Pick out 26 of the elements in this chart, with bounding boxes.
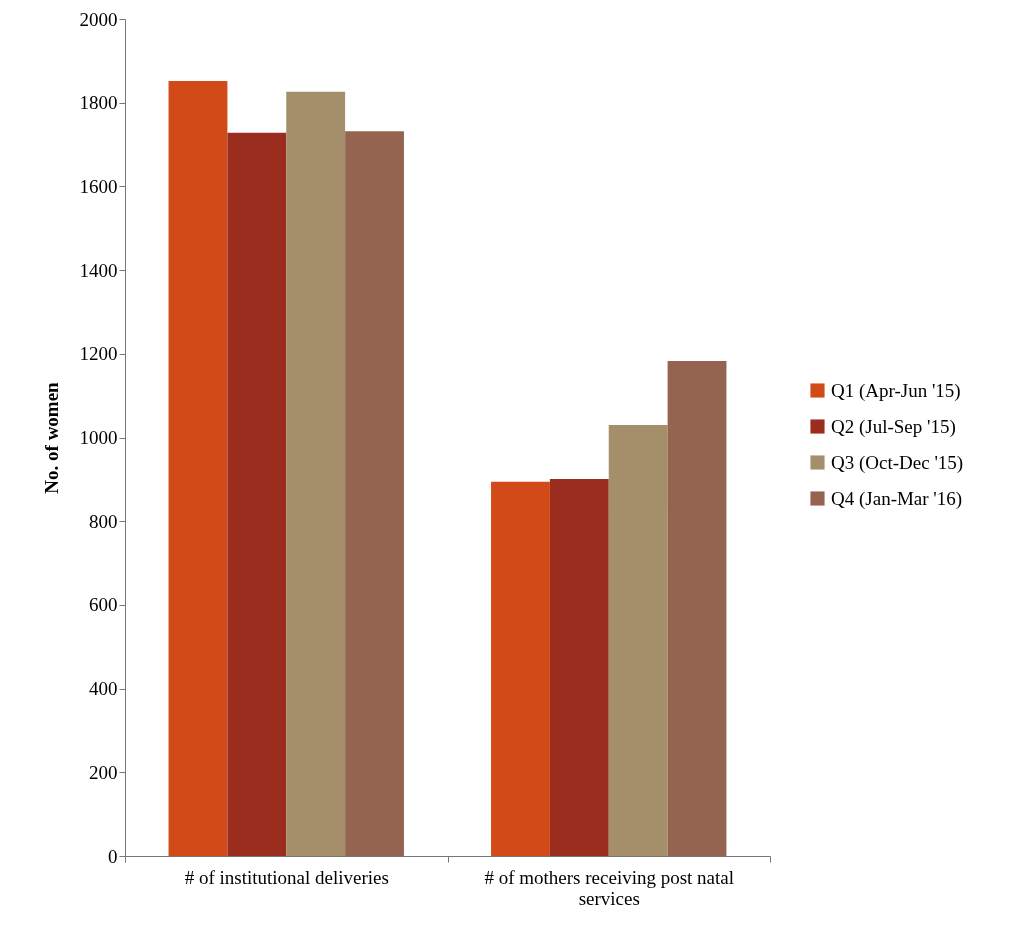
y-tick-label: 1600 (79, 175, 118, 197)
y-tick-label: 200 (89, 761, 118, 783)
y-tick-label: 1400 (79, 259, 118, 281)
bar (168, 80, 228, 856)
y-tick-label: 800 (89, 510, 118, 532)
y-axis-title: No. of women (40, 381, 62, 494)
bar (549, 478, 609, 856)
x-tick-label: # of mothers receiving post natal services (484, 866, 735, 909)
y-tick-label: 1000 (79, 427, 118, 448)
bar (227, 132, 287, 856)
legend-label: Q2 (Jul-Sep '15) (831, 415, 956, 438)
bar (345, 131, 404, 856)
bar (608, 424, 668, 856)
y-tick-label: 600 (89, 594, 118, 616)
bar (491, 481, 550, 856)
y-tick-label: 1200 (79, 343, 118, 365)
y-tick-label: 1800 (79, 92, 118, 114)
legend-label: Q1 (Apr-Jun '15) (831, 379, 961, 402)
bar (667, 360, 727, 856)
y-tick-label: 2000 (79, 8, 118, 30)
x-tick-label: # of institutional deliveries (184, 866, 389, 888)
y-tick-label: 400 (89, 678, 118, 700)
y-tick-label: 0 (108, 845, 118, 867)
legend-label: Q3 (Oct-Dec '15) (831, 451, 964, 474)
legend-label: Q4 (Jan-Mar '16) (831, 487, 963, 510)
bar (286, 91, 346, 856)
